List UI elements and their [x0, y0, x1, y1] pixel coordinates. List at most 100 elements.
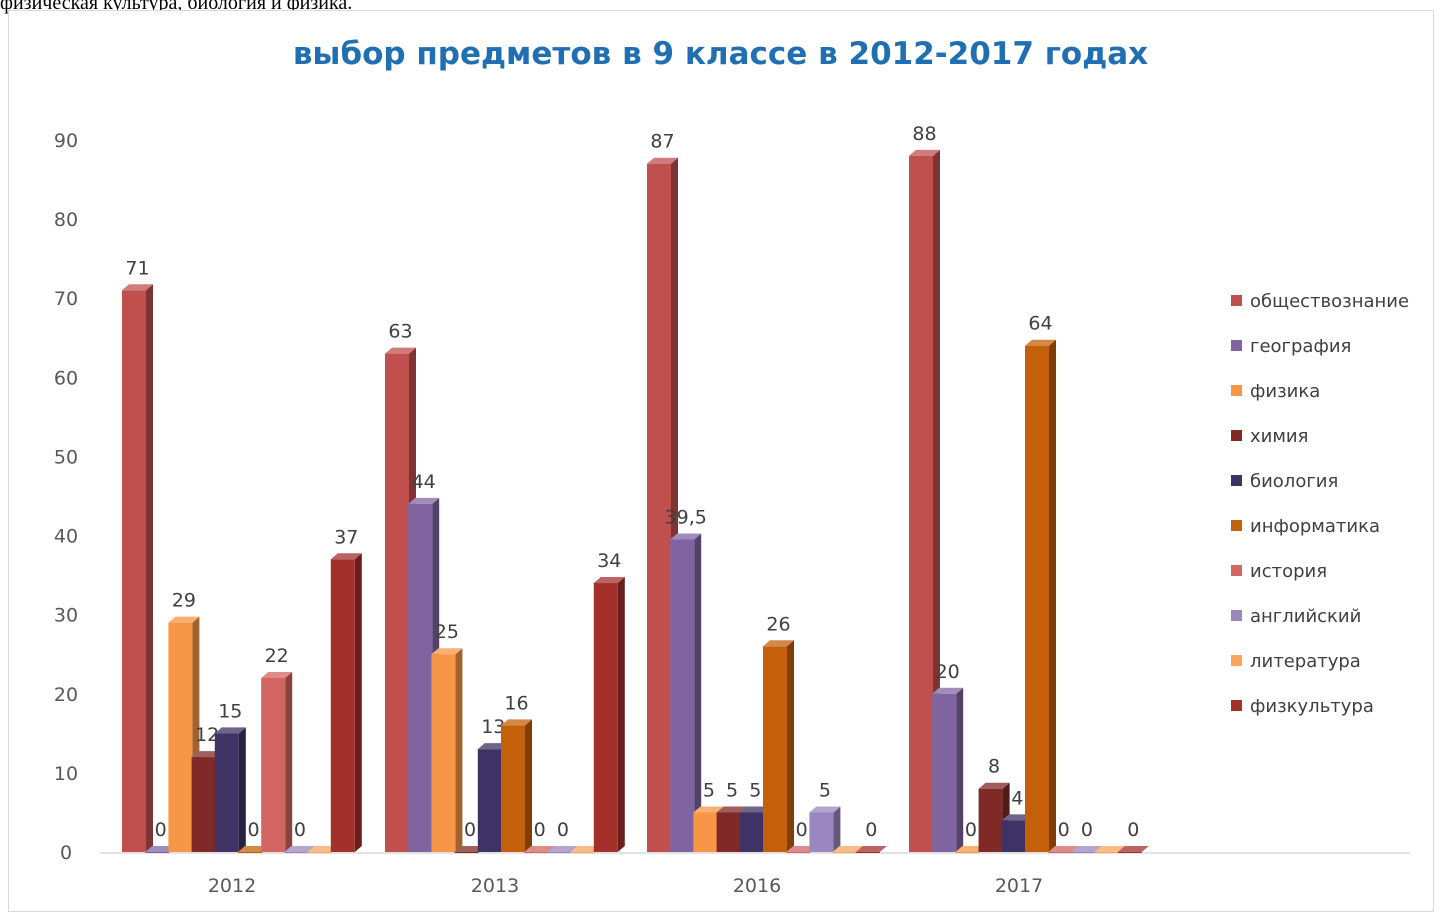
- bar: [693, 812, 717, 852]
- data-label: 26: [766, 613, 790, 635]
- legend-swatch: [1231, 385, 1242, 396]
- bar: [1002, 820, 1026, 852]
- data-label: 39,5: [665, 507, 707, 529]
- bar: [856, 852, 880, 853]
- data-label: 8: [988, 756, 1000, 778]
- bar: [431, 654, 455, 852]
- x-tick-label: 2017: [995, 875, 1043, 897]
- bar: [331, 559, 355, 852]
- legend-entry: география: [1250, 336, 1351, 357]
- bar: [1118, 852, 1142, 853]
- data-label: 29: [172, 590, 196, 612]
- data-label: 5: [726, 779, 738, 801]
- x-tick-label: 2012: [208, 875, 256, 897]
- data-label: 0: [557, 819, 569, 841]
- data-label: 0: [1081, 819, 1093, 841]
- bar: [1025, 346, 1049, 852]
- data-label: 15: [218, 700, 242, 722]
- data-label: 63: [388, 321, 412, 343]
- data-label: 25: [435, 621, 459, 643]
- bar: [809, 812, 833, 852]
- bar-side: [146, 284, 153, 852]
- bar: [955, 852, 979, 853]
- bar: [408, 504, 432, 852]
- bar: [763, 646, 787, 852]
- y-tick-label: 20: [54, 684, 78, 706]
- data-label: 71: [125, 257, 149, 279]
- data-label: 0: [865, 819, 877, 841]
- y-tick-label: 50: [54, 446, 78, 468]
- bar: [740, 812, 764, 852]
- bar: [308, 852, 332, 853]
- x-tick-label: 2013: [471, 875, 519, 897]
- legend-swatch: [1231, 340, 1242, 351]
- data-label: 16: [504, 692, 528, 714]
- bar-side: [355, 553, 362, 852]
- data-label: 87: [650, 131, 674, 153]
- bar: [1071, 852, 1095, 853]
- data-label: 22: [265, 645, 289, 667]
- bar: [833, 852, 857, 853]
- data-label: 0: [1127, 819, 1139, 841]
- legend-entry: физкультура: [1250, 696, 1374, 717]
- data-label: 37: [334, 526, 358, 548]
- data-label: 44: [412, 471, 436, 493]
- bar-side: [525, 719, 532, 852]
- legend-swatch: [1231, 295, 1242, 306]
- bar: [145, 852, 169, 853]
- legend-entry: английский: [1250, 606, 1361, 627]
- bar: [192, 757, 216, 852]
- data-label: 34: [597, 550, 621, 572]
- data-label: 0: [247, 819, 259, 841]
- bar: [168, 623, 192, 852]
- bar-side: [239, 727, 246, 852]
- bar-side: [1049, 340, 1056, 852]
- y-tick-label: 80: [54, 209, 78, 231]
- y-tick-label: 30: [54, 605, 78, 627]
- bar-side: [956, 688, 963, 852]
- bar: [670, 540, 694, 852]
- legend-swatch: [1231, 565, 1242, 576]
- legend-entry: информатика: [1250, 516, 1380, 537]
- y-tick-label: 90: [54, 130, 78, 152]
- bar: [979, 789, 1003, 852]
- bar: [455, 852, 479, 853]
- data-label: 20: [936, 661, 960, 683]
- legend-swatch: [1231, 430, 1242, 441]
- bar-side: [694, 534, 701, 852]
- legend-entry: физика: [1250, 381, 1320, 402]
- data-label: 0: [155, 819, 167, 841]
- bar-side: [833, 806, 840, 852]
- bar: [909, 156, 933, 852]
- bar: [261, 678, 285, 852]
- legend-entry: история: [1250, 561, 1327, 582]
- bar: [122, 290, 146, 852]
- bar: [594, 583, 618, 852]
- bar: [571, 852, 595, 853]
- y-tick-label: 0: [60, 842, 72, 864]
- data-label: 0: [796, 819, 808, 841]
- legend-swatch: [1231, 700, 1242, 711]
- legend-entry: химия: [1250, 426, 1308, 447]
- data-label: 88: [912, 123, 936, 145]
- bar: [524, 852, 548, 853]
- bar: [717, 812, 741, 852]
- x-tick-label: 2016: [733, 875, 781, 897]
- y-tick-label: 10: [54, 763, 78, 785]
- bar: [786, 852, 810, 853]
- bar: [932, 694, 956, 852]
- legend-entry: биология: [1250, 471, 1338, 492]
- bar-side: [618, 577, 625, 852]
- data-label: 64: [1028, 313, 1052, 335]
- data-label: 0: [965, 819, 977, 841]
- bar: [1048, 852, 1072, 853]
- bar: [501, 725, 525, 852]
- y-tick-label: 40: [54, 526, 78, 548]
- bar: [284, 852, 308, 853]
- bar: [547, 852, 571, 853]
- legend-entry: обществознание: [1250, 291, 1409, 312]
- legend-swatch: [1231, 610, 1242, 621]
- legend-swatch: [1231, 655, 1242, 666]
- data-label: 0: [294, 819, 306, 841]
